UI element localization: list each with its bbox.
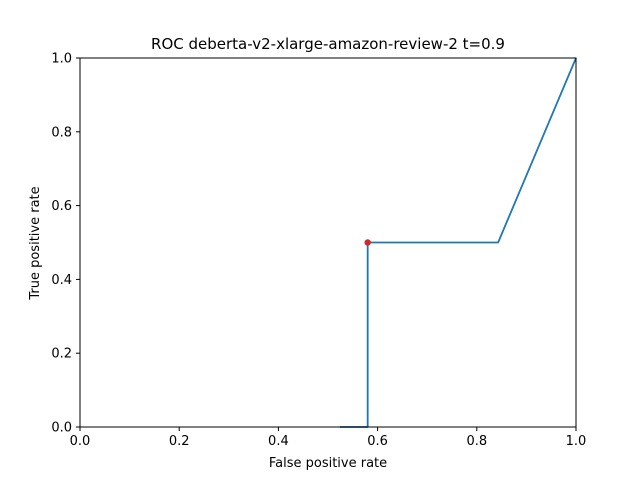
chart-title: ROC deberta-v2-xlarge-amazon-review-2 t=… — [151, 35, 505, 53]
y-tick-label: 0.8 — [51, 125, 72, 140]
y-axis-label: True positive rate — [28, 186, 43, 300]
x-axis-label: False positive rate — [269, 456, 387, 471]
x-tick-label: 0.0 — [70, 434, 91, 449]
plot-area — [79, 57, 577, 428]
threshold-point-marker — [364, 239, 371, 246]
axes-frame — [79, 57, 577, 428]
x-tick-label: 0.4 — [268, 434, 289, 449]
y-tick-label: 0.0 — [51, 421, 72, 436]
x-tick-label: 0.6 — [367, 434, 388, 449]
y-tick-label: 0.2 — [51, 347, 72, 362]
x-tick-label: 0.2 — [169, 434, 190, 449]
y-tick-label: 0.4 — [51, 273, 72, 288]
axis-ticks: 0.0 0.2 0.4 0.6 0.8 1.0 0.0 0.2 0.4 0.6 0.8 1.0 — [51, 52, 586, 450]
x-tick-label: 1.0 — [566, 434, 587, 449]
x-tick-label: 0.8 — [466, 434, 487, 449]
y-tick-label: 1.0 — [51, 52, 72, 67]
y-tick-label: 0.6 — [51, 199, 72, 214]
